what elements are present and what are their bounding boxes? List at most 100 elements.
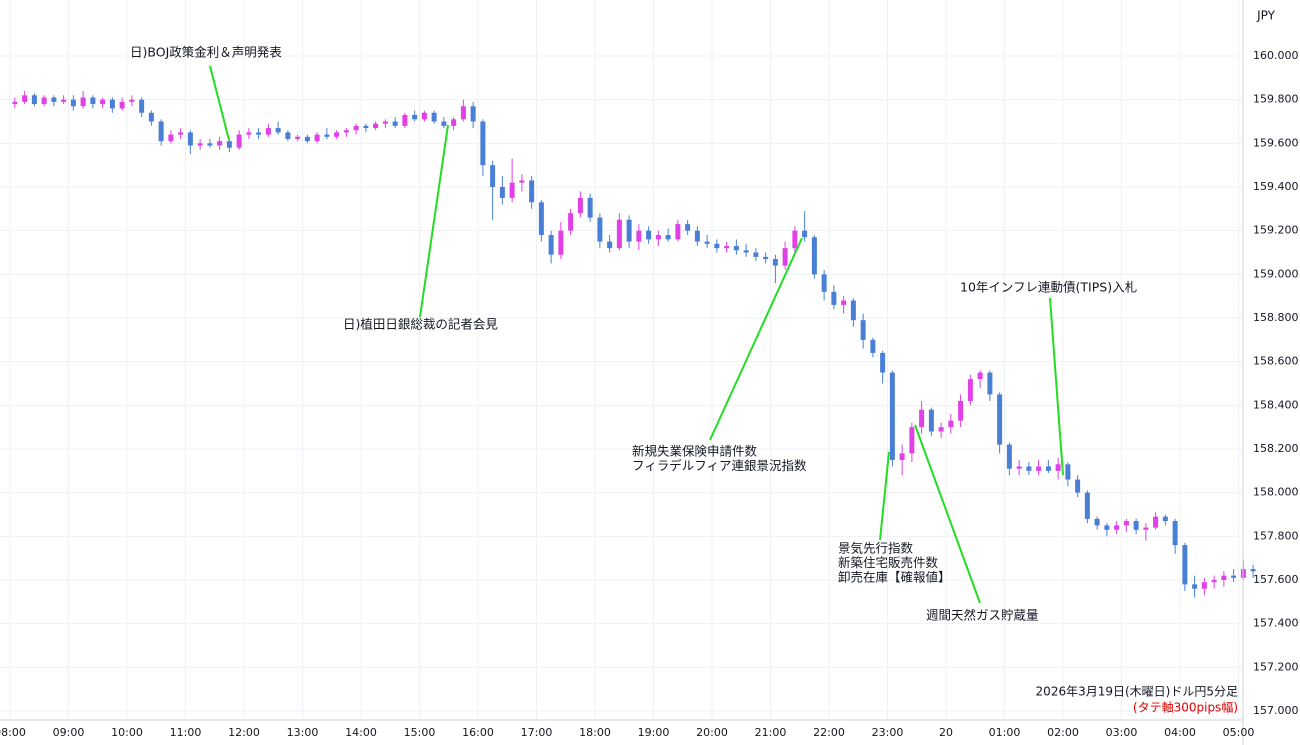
candle-body xyxy=(538,202,544,236)
candle-body xyxy=(646,230,652,240)
candle-body xyxy=(207,143,213,146)
candle-body xyxy=(519,180,525,183)
candle-body xyxy=(1075,479,1081,493)
candle-body xyxy=(158,121,164,142)
candle-body xyxy=(119,101,125,109)
candle-body xyxy=(1153,516,1159,528)
candle-body xyxy=(597,217,603,242)
candle-body xyxy=(392,121,398,126)
candle-body xyxy=(226,141,232,148)
candle-body xyxy=(41,97,47,105)
x-tick-label: 18:00 xyxy=(579,726,611,739)
candle-body xyxy=(246,132,252,135)
candles xyxy=(12,90,1256,598)
candle-body xyxy=(821,274,827,292)
annotation: 卸売在庫【確報値】 xyxy=(838,570,951,585)
candle-body xyxy=(1133,521,1139,530)
x-tick-label: 02:00 xyxy=(1047,726,1079,739)
candle-body xyxy=(899,453,905,460)
annotation: 週間天然ガス貯蔵量 xyxy=(926,608,1039,623)
candle-body xyxy=(256,132,262,135)
candle-body xyxy=(178,132,184,135)
candle-body xyxy=(568,213,574,231)
candle-body xyxy=(70,99,76,107)
candle-body xyxy=(1114,525,1120,530)
candle-body xyxy=(100,99,106,105)
candle-body xyxy=(314,134,320,142)
candle-body xyxy=(1006,444,1012,469)
candle-body xyxy=(90,97,96,105)
candle-body xyxy=(1016,466,1022,469)
currency-label: JPY xyxy=(1256,9,1276,23)
x-tick-label: 17:00 xyxy=(521,726,553,739)
candle-body xyxy=(1036,466,1042,471)
candle-body xyxy=(1211,580,1217,583)
annotation: フィラデルフィア連銀景況指数 xyxy=(632,458,807,473)
candle-body xyxy=(938,427,944,432)
x-tick-label: 11:00 xyxy=(170,726,202,739)
candle-body xyxy=(441,121,447,126)
y-tick-label: 159.800 xyxy=(1253,93,1299,106)
candle-body xyxy=(909,427,915,454)
y-tick-label: 157.800 xyxy=(1253,529,1299,542)
candle-body xyxy=(626,219,632,242)
candle-body xyxy=(607,241,613,249)
candle-body xyxy=(509,182,515,198)
candle-body xyxy=(499,187,505,198)
candle-body xyxy=(353,125,359,131)
candle-body xyxy=(148,112,154,122)
candle-body xyxy=(1201,582,1207,589)
candle-body xyxy=(1123,521,1129,526)
candle-body xyxy=(12,101,18,105)
annotation: 新築住宅販売件数 xyxy=(838,555,939,570)
x-tick-label: 12:00 xyxy=(228,726,260,739)
candle-body xyxy=(1104,525,1110,530)
x-tick-label: 03:00 xyxy=(1106,726,1138,739)
candle-body xyxy=(675,224,681,240)
candle-body xyxy=(753,252,759,257)
candle-body xyxy=(265,128,271,135)
candle-body xyxy=(421,112,427,120)
candle-body xyxy=(958,400,964,421)
candle-body xyxy=(880,352,886,373)
candle-body xyxy=(1250,569,1256,572)
candle-body xyxy=(490,165,496,187)
x-tick-label: 20 xyxy=(939,726,953,739)
grid xyxy=(0,0,1243,720)
x-tick-label: 21:00 xyxy=(755,726,787,739)
x-tick-label: 10:00 xyxy=(111,726,143,739)
y-tick-label: 159.000 xyxy=(1253,267,1299,280)
candle-body xyxy=(1172,521,1178,546)
candle-body xyxy=(529,180,535,203)
candle-body xyxy=(802,230,808,238)
candle-body xyxy=(168,134,174,142)
annotation-pointer xyxy=(1049,297,1064,476)
candle-body xyxy=(304,136,310,142)
candle-body xyxy=(977,372,983,380)
candle-body xyxy=(1162,516,1168,522)
candle-body xyxy=(548,235,554,255)
x-tick-label: 05:00 xyxy=(1223,726,1255,739)
candle-body xyxy=(1182,545,1188,585)
axes: 157.000 157.200 157.400 157.600 157.800 158.0… xyxy=(0,49,1299,739)
candle-body xyxy=(51,97,57,102)
candle-body xyxy=(1094,518,1100,526)
footer: 2026年3月19日(木曜日)ドル円5分足 xyxy=(1036,685,1238,699)
y-tick-label: 157.200 xyxy=(1253,660,1299,673)
candle-body xyxy=(285,132,291,139)
y-tick-label: 160.000 xyxy=(1253,49,1299,62)
candle-body xyxy=(61,99,67,102)
candle-body xyxy=(1045,466,1051,471)
annotation: 10年インフレ連動債(TIPS)入札 xyxy=(960,280,1137,295)
candle-body xyxy=(919,409,925,428)
x-tick-label: 16:00 xyxy=(462,726,494,739)
x-tick-label: 14:00 xyxy=(345,726,377,739)
candle-body xyxy=(889,372,895,460)
y-tick-label: 158.200 xyxy=(1253,442,1299,455)
candle-body xyxy=(80,97,86,107)
candle-body xyxy=(948,420,954,428)
y-tick-label: 157.400 xyxy=(1253,617,1299,630)
